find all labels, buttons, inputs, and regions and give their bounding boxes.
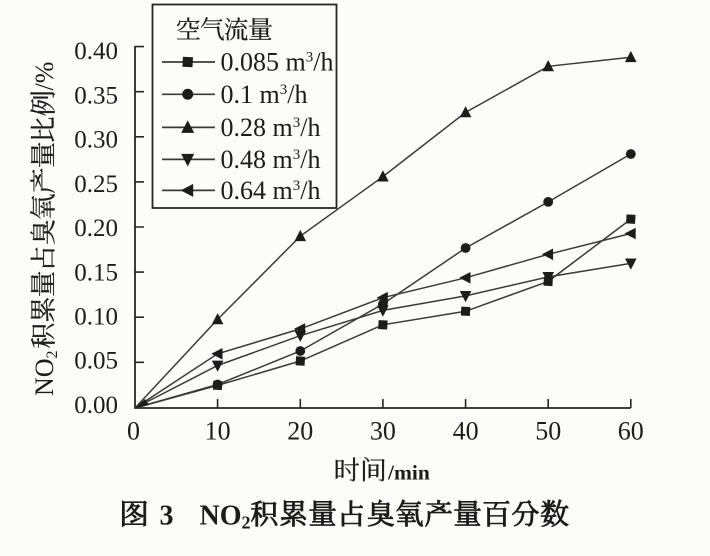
- svg-text:0.05: 0.05: [74, 348, 118, 375]
- svg-text:/min: /min: [387, 461, 430, 485]
- svg-text:0.1 m3/h: 0.1 m3/h: [221, 80, 308, 109]
- svg-text:50: 50: [535, 416, 561, 445]
- svg-text:0.15: 0.15: [74, 259, 118, 286]
- svg-text:0.085 m3/h: 0.085 m3/h: [221, 48, 334, 77]
- svg-text:0.10: 0.10: [74, 304, 118, 331]
- svg-text:20: 20: [287, 416, 313, 445]
- svg-text:0.48 m3/h: 0.48 m3/h: [221, 145, 321, 174]
- svg-text:0.30: 0.30: [74, 126, 118, 153]
- svg-text:10: 10: [205, 416, 231, 445]
- svg-text:30: 30: [370, 416, 396, 445]
- svg-text:0.40: 0.40: [74, 38, 118, 65]
- svg-text:0.35: 0.35: [74, 82, 118, 109]
- svg-text:0.20: 0.20: [74, 215, 118, 242]
- svg-text:3: 3: [160, 501, 174, 532]
- svg-text:0.25: 0.25: [74, 171, 118, 198]
- svg-text:60: 60: [618, 416, 644, 445]
- svg-text:0: 0: [127, 416, 140, 445]
- svg-text:40: 40: [453, 416, 479, 445]
- svg-text:0.28 m3/h: 0.28 m3/h: [221, 113, 321, 142]
- svg-text:/%: /%: [30, 62, 59, 91]
- svg-text:0.64 m3/h: 0.64 m3/h: [221, 176, 321, 205]
- svg-text:0.00: 0.00: [74, 392, 118, 419]
